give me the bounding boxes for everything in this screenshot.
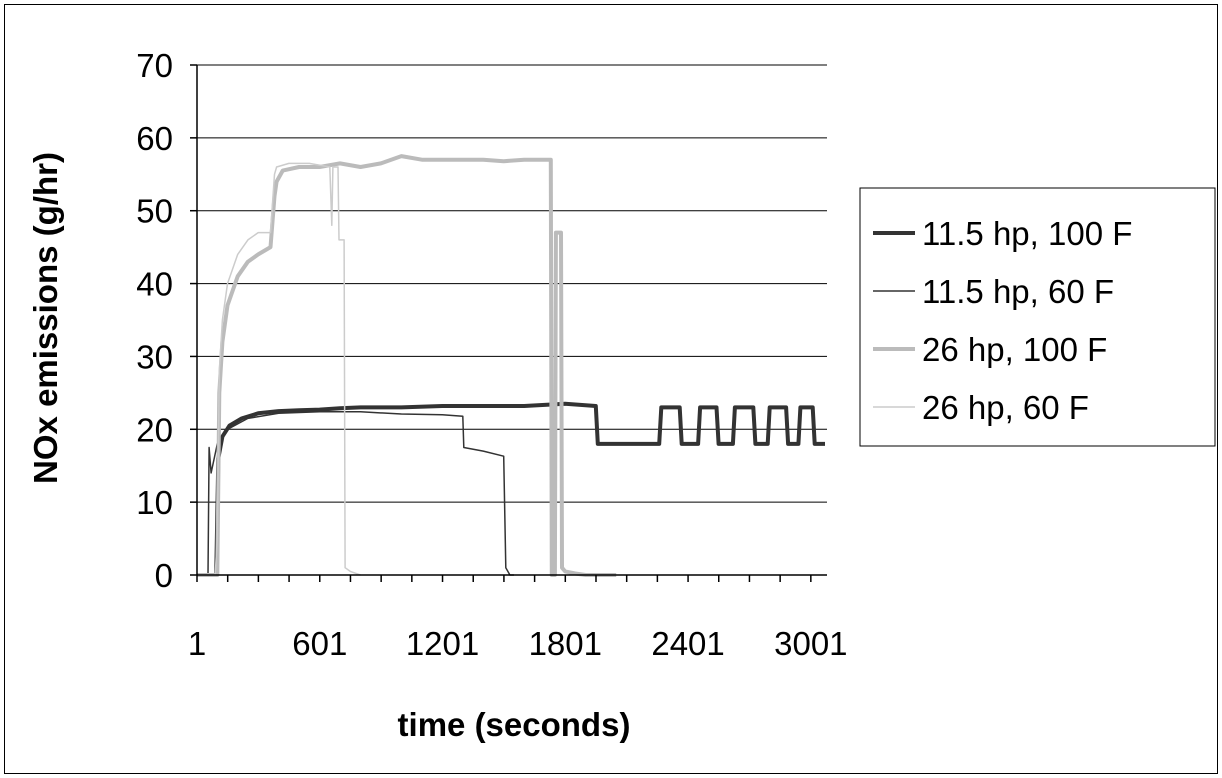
y-tick-labels: 0 10 20 30 40 50 60 70: [136, 47, 173, 594]
series-line-2: [197, 154, 617, 577]
x-tick-label-0: 1: [188, 625, 206, 662]
x-tick-label-5: 3001: [774, 625, 847, 662]
series-line-3: [197, 162, 361, 576]
chart-frame: 1 601 1201 1801 2401 3001 0 10 20 30 40 50 60 70 tim…: [4, 4, 1218, 774]
legend-label-0: 11.5 hp, 100 F: [922, 215, 1132, 252]
y-axis-title: NOx emissions (g/hr): [27, 152, 64, 484]
series-lines: [197, 154, 825, 577]
x-tick-label-2: 1201: [406, 625, 479, 662]
legend-label-1: 11.5 hp, 60 F: [922, 273, 1114, 310]
chart: 1 601 1201 1801 2401 3001 0 10 20 30 40 50 60 70 tim…: [27, 47, 1216, 743]
y-tick-label-4: 40: [136, 266, 173, 303]
y-tick-label-3: 30: [136, 338, 173, 375]
y-tick-label-0: 0: [155, 557, 173, 594]
series-line-1: [197, 411, 514, 576]
y-tick-label-1: 10: [136, 484, 173, 521]
x-axis-title: time (seconds): [398, 706, 631, 743]
y-tick-label-7: 70: [136, 47, 173, 84]
y-tick-label-2: 20: [136, 411, 173, 448]
gridlines: [197, 64, 827, 503]
legend-box: [859, 187, 1216, 447]
legend-label-3: 26 hp, 60 F: [922, 389, 1089, 426]
axes: [190, 64, 827, 582]
x-tick-label-4: 2401: [651, 625, 724, 662]
x-tick-labels: 1 601 1201 1801 2401 3001: [188, 625, 848, 662]
series-line-0: [197, 401, 825, 577]
legend: 11.5 hp, 100 F 11.5 hp, 60 F 26 hp, 100 F 2…: [859, 187, 1216, 447]
legend-label-2: 26 hp, 100 F: [922, 331, 1107, 368]
y-tick-label-6: 60: [136, 120, 173, 157]
x-tick-label-1: 601: [292, 625, 347, 662]
y-tick-label-5: 50: [136, 193, 173, 230]
x-tick-label-3: 1801: [529, 625, 602, 662]
